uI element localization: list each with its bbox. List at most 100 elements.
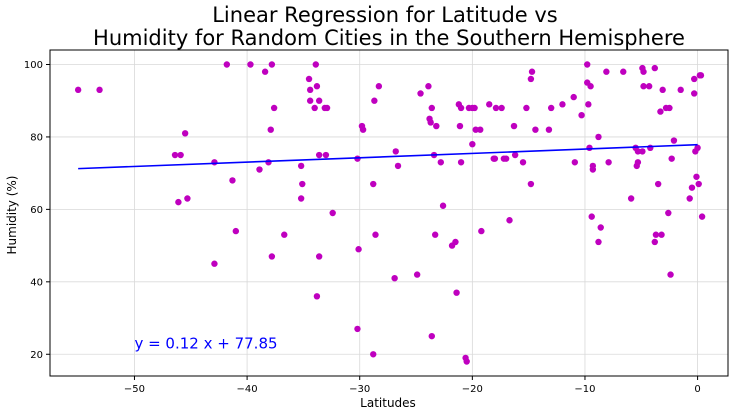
data-point: [232, 227, 240, 235]
data-point: [665, 209, 672, 217]
data-point: [391, 275, 398, 282]
data-point: [463, 358, 470, 365]
data-point: [578, 112, 585, 119]
data-point: [428, 104, 435, 112]
data-point: [329, 209, 336, 217]
data-point: [570, 93, 577, 101]
y-tick-label: 40: [30, 277, 43, 288]
data-point: [620, 68, 627, 75]
data-point: [651, 64, 658, 72]
data-point: [261, 68, 269, 75]
data-point: [299, 180, 306, 188]
data-point: [645, 83, 653, 90]
data-point: [491, 155, 499, 162]
data-point: [433, 122, 440, 130]
x-axis-label: Latitudes: [360, 396, 416, 410]
data-point: [372, 231, 379, 238]
data-point: [469, 140, 476, 148]
data-point: [640, 83, 647, 90]
data-point: [456, 122, 464, 130]
data-point: [413, 271, 421, 278]
data-point: [651, 238, 658, 246]
data-point: [477, 126, 484, 133]
data-point: [587, 83, 594, 90]
data-point: [177, 151, 184, 159]
data-point: [313, 83, 321, 90]
data-point: [267, 126, 274, 133]
data-point: [453, 289, 460, 296]
data-point: [457, 104, 465, 112]
x-tick-label: 0: [694, 384, 700, 395]
data-point: [247, 61, 254, 68]
data-point: [229, 177, 236, 184]
data-point: [666, 104, 673, 112]
data-point: [313, 293, 321, 300]
x-tick-label: −20: [462, 384, 483, 395]
plot-frame: [49, 49, 729, 377]
data-point: [323, 104, 331, 112]
data-point: [306, 86, 314, 94]
data-point: [498, 104, 505, 112]
data-point: [472, 126, 479, 133]
data-point: [510, 122, 518, 130]
data-point: [511, 151, 519, 159]
x-tick-label: −50: [124, 384, 145, 395]
data-point: [394, 162, 402, 170]
x-tick-label: −40: [237, 384, 258, 395]
data-point: [425, 83, 432, 90]
data-point: [506, 217, 513, 224]
data-point: [691, 90, 698, 97]
data-point: [371, 97, 378, 104]
axis-ticks: −50 −40 −30 −20 −10 0 20 40 60 80 100: [24, 60, 701, 395]
data-point: [171, 151, 179, 159]
data-point: [181, 130, 189, 137]
data-point: [370, 180, 377, 188]
data-point: [667, 271, 674, 278]
data-point: [695, 180, 702, 188]
data-point: [658, 231, 665, 238]
data-point: [523, 104, 530, 112]
data-point: [306, 97, 314, 104]
data-point: [519, 159, 527, 166]
data-point: [547, 104, 555, 112]
data-point: [223, 61, 231, 68]
data-point: [437, 159, 445, 166]
data-points: [74, 61, 706, 365]
data-point: [677, 86, 684, 94]
data-point: [471, 104, 478, 112]
data-point: [588, 213, 595, 220]
data-point: [74, 86, 82, 94]
x-tick-label: −30: [349, 384, 370, 395]
data-point: [375, 83, 383, 90]
data-point: [586, 144, 593, 151]
data-point: [698, 213, 706, 220]
data-point: [668, 155, 675, 162]
x-tick-label: −10: [574, 384, 595, 395]
data-point: [354, 325, 361, 333]
data-point: [627, 195, 635, 202]
chart-title-line-2: Humidity for Random Cities in the Southe…: [93, 26, 685, 50]
data-point: [595, 238, 602, 246]
data-point: [457, 159, 465, 166]
data-point: [452, 238, 459, 246]
data-point: [486, 101, 493, 108]
data-point: [639, 64, 646, 72]
data-point: [670, 137, 678, 144]
regression-equation: y = 0.12 x + 77.85: [134, 334, 277, 352]
data-point: [297, 195, 305, 202]
data-point: [312, 61, 319, 68]
data-point: [633, 162, 640, 170]
data-point: [270, 104, 278, 112]
data-point: [654, 180, 662, 188]
data-point: [417, 90, 424, 97]
data-point: [322, 151, 330, 159]
chart-title-line-1: Linear Regression for Latitude vs: [212, 3, 558, 27]
data-point: [211, 159, 218, 166]
data-point: [355, 246, 362, 253]
data-point: [315, 253, 323, 260]
data-point: [359, 126, 367, 133]
data-point: [597, 224, 604, 231]
regression-line-group: [78, 143, 698, 170]
data-point: [659, 86, 666, 94]
data-point: [603, 68, 610, 75]
